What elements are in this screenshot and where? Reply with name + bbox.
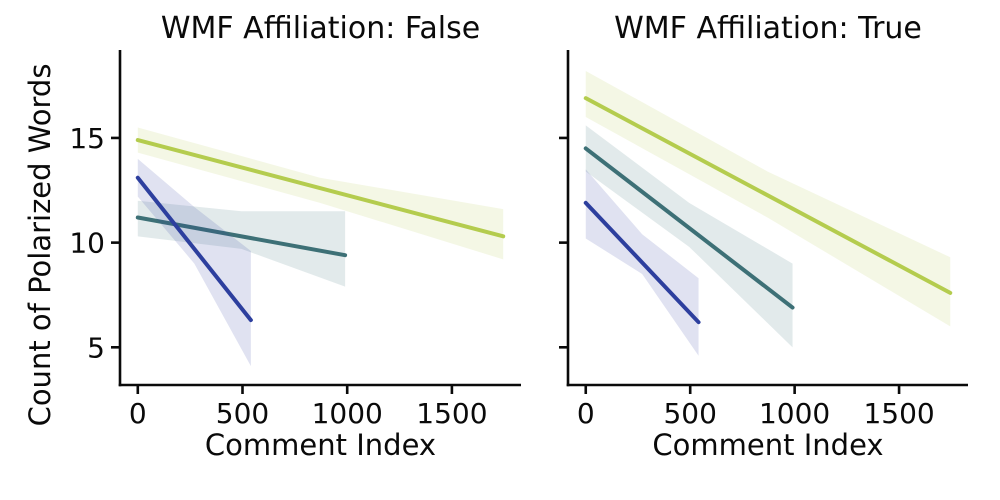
ci-band-teal bbox=[585, 125, 793, 348]
x-tick-label: 0 bbox=[129, 397, 147, 430]
trend-line-navy bbox=[135, 175, 253, 323]
y-tick-label: 10 bbox=[69, 227, 105, 260]
panel-title-true: WMF Affiliation: True bbox=[614, 11, 922, 46]
x-tick-label: 1000 bbox=[759, 397, 830, 430]
panel-title-false: WMF Affiliation: False bbox=[160, 11, 481, 46]
trend-line-yellowgreen bbox=[583, 96, 953, 295]
trend-line-navy bbox=[583, 200, 701, 325]
trend-line-teal bbox=[583, 146, 795, 310]
x-axis-label-false: Comment Index bbox=[204, 428, 437, 462]
y-tick-label: 15 bbox=[69, 122, 105, 155]
x-tick-label: 1500 bbox=[863, 397, 934, 430]
trend-line-yellowgreen bbox=[135, 138, 506, 239]
x-tick-label: 500 bbox=[216, 397, 269, 430]
ci-band-yellowgreen bbox=[585, 70, 951, 327]
x-axis-label-true: Comment Index bbox=[652, 428, 884, 462]
y-axis-label: Count of Polarized Words bbox=[23, 63, 57, 427]
ci-band-navy bbox=[137, 158, 251, 367]
ci-band-teal bbox=[137, 200, 346, 287]
ci-band-yellowgreen bbox=[137, 127, 504, 260]
y-tick-label: 5 bbox=[87, 331, 105, 364]
x-tick-label: 500 bbox=[663, 397, 716, 430]
x-tick-label: 1500 bbox=[416, 397, 487, 430]
x-tick-label: 1000 bbox=[312, 397, 383, 430]
x-tick-label: 0 bbox=[577, 397, 595, 430]
